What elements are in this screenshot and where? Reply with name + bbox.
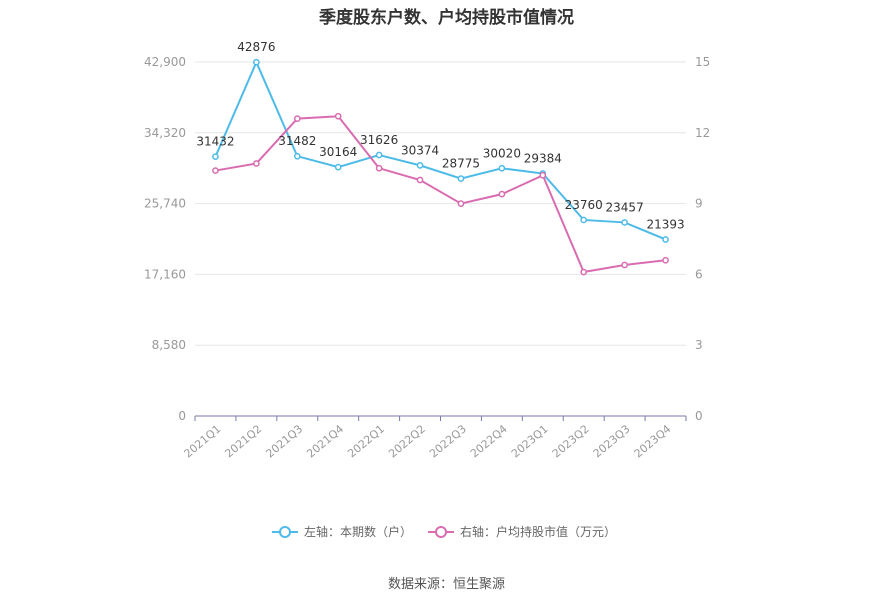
- right-axis-tick-label: 12: [695, 126, 710, 140]
- data-point-avg-market-value: [334, 112, 342, 120]
- series-line-households: [214, 59, 666, 241]
- x-axis-tick-label: 2021Q2: [223, 422, 265, 460]
- left-axis-tick-label: 8,580: [152, 338, 186, 352]
- right-axis-tick-label: 6: [695, 267, 703, 281]
- data-label: 29384: [524, 152, 562, 166]
- left-axis-tick-label: 0: [178, 409, 186, 423]
- left-axis-tick-label: 34,320: [144, 126, 186, 140]
- x-axis-tick-label: 2022Q3: [427, 422, 469, 460]
- data-point-avg-market-value: [580, 268, 588, 276]
- legend-label-households: 左轴：本期数（户）: [304, 524, 412, 539]
- data-point-avg-market-value: [416, 176, 424, 184]
- right-axis-tick-label: 3: [695, 338, 703, 352]
- data-label: 31626: [360, 133, 398, 147]
- data-label: 23760: [565, 198, 603, 212]
- data-source-note: 数据来源：恒生聚源: [387, 577, 505, 592]
- data-point-households: [662, 236, 669, 243]
- x-axis-tick-label: 2021Q3: [263, 422, 305, 460]
- x-axis-tick-label: 2022Q2: [386, 422, 428, 460]
- x-axis-tick-label: 2023Q2: [550, 422, 592, 460]
- data-point-households: [253, 58, 260, 66]
- data-point-avg-market-value: [253, 160, 260, 167]
- data-label: 23457: [606, 200, 644, 214]
- data-point-avg-market-value: [539, 171, 547, 179]
- data-point-households: [293, 152, 301, 160]
- data-label: 28775: [442, 157, 480, 171]
- data-point-avg-market-value: [293, 115, 301, 122]
- data-label: 30020: [483, 146, 521, 160]
- data-point-households: [457, 175, 465, 182]
- left-axis-tick-label: 17,160: [144, 267, 186, 281]
- series-line-avg-market-value: [215, 115, 666, 274]
- data-point-households: [334, 163, 342, 171]
- x-axis-tick-label: 2021Q4: [304, 422, 346, 460]
- data-point-households: [212, 153, 219, 160]
- data-point-avg-market-value: [212, 167, 219, 174]
- legend-marker-circle: [279, 526, 291, 538]
- chart-title: 季度股东户数、户均持股市值情况: [319, 8, 574, 28]
- legend-label-avg-market-value: 右轴：户均持股市值（万元）: [460, 524, 616, 539]
- data-label: 42876: [237, 40, 275, 54]
- legend-marker-circle: [435, 526, 447, 538]
- x-axis-tick-label: 2021Q1: [182, 422, 224, 460]
- right-axis-tick-label: 0: [695, 409, 703, 423]
- data-point-avg-market-value: [457, 200, 465, 207]
- x-axis-tick-label: 2023Q4: [632, 422, 674, 460]
- data-point-avg-market-value: [498, 190, 506, 198]
- data-point-avg-market-value: [375, 164, 383, 172]
- data-label: 31432: [196, 135, 234, 149]
- data-point-households: [498, 164, 506, 172]
- right-axis-tick-label: 9: [695, 197, 703, 211]
- data-point-households: [375, 151, 383, 159]
- data-point-households: [621, 219, 628, 226]
- right-axis-tick-label: 15: [695, 55, 710, 69]
- x-axis-tick-label: 2023Q3: [591, 422, 633, 460]
- data-point-avg-market-value: [662, 256, 669, 264]
- data-label: 21393: [646, 217, 684, 231]
- left-axis-tick-label: 42,900: [144, 55, 186, 69]
- x-axis-tick-label: 2022Q4: [468, 422, 510, 460]
- data-point-households: [416, 162, 424, 169]
- data-label: 31482: [278, 134, 316, 148]
- data-point-avg-market-value: [621, 261, 628, 269]
- data-point-households: [580, 216, 588, 224]
- left-axis-tick-label: 25,740: [144, 197, 186, 211]
- x-axis-tick-label: 2022Q1: [345, 422, 387, 460]
- data-label: 30164: [319, 145, 357, 159]
- x-axis-tick-label: 2023Q1: [509, 422, 551, 460]
- data-label: 30374: [401, 143, 439, 157]
